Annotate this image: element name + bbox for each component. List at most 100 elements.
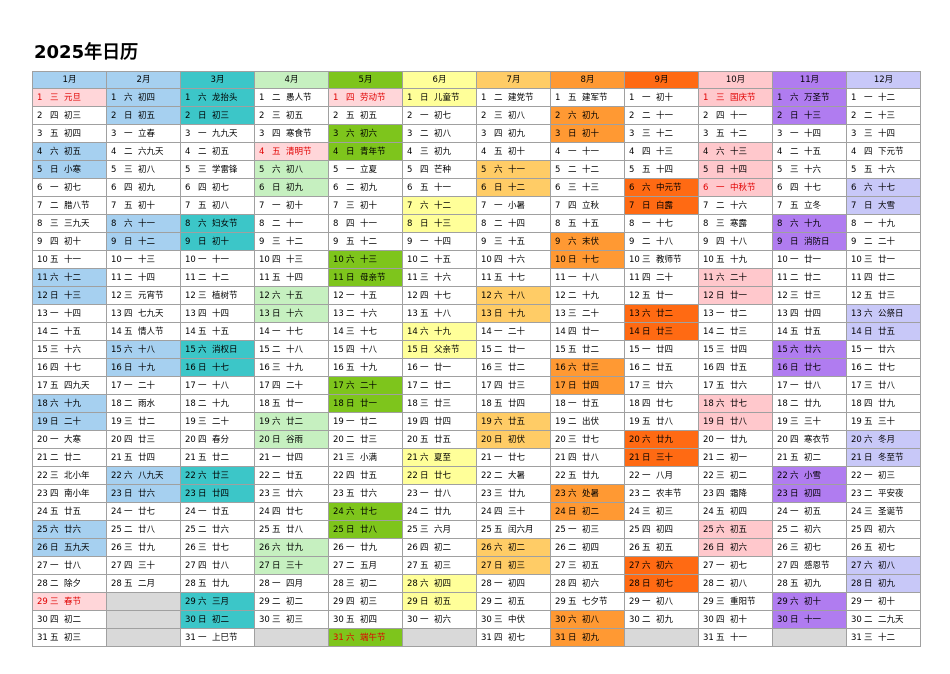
day-cell: 22 六八九天: [106, 466, 181, 485]
day-number: 17: [37, 380, 48, 391]
lunar-or-festival: 植树节: [212, 290, 238, 301]
day-number: 23: [185, 488, 196, 499]
day-number: 23: [407, 488, 418, 499]
day-cell: 6 三十三: [550, 178, 625, 197]
weekday: 日: [198, 362, 207, 373]
day-cell: 9 二二十: [846, 232, 921, 251]
weekday: 二: [494, 470, 503, 481]
day-cell: 17 五四九天: [32, 376, 107, 395]
day-number: 7: [111, 200, 117, 211]
day-cell: 27 四三十: [106, 556, 181, 575]
day-cell: 26 五初五: [624, 538, 699, 557]
day-number: 27: [777, 560, 788, 571]
day-cell: 9 日初十: [180, 232, 255, 251]
day-number: 11: [555, 272, 566, 283]
lunar-or-festival: 初十: [286, 200, 304, 211]
day-number: 5: [37, 164, 43, 175]
weekday: 三: [420, 398, 429, 409]
lunar-or-festival: 冬至节: [878, 452, 904, 463]
weekday: 二: [420, 128, 429, 139]
day-number: 6: [703, 182, 709, 193]
day-cell: 25 六初五: [698, 520, 773, 539]
lunar-or-festival: 十八: [730, 236, 748, 247]
lunar-or-festival: 十二: [64, 272, 82, 283]
lunar-or-festival: 初十: [804, 596, 822, 607]
weekday: 一: [716, 182, 725, 193]
lunar-or-festival: 消防日: [804, 236, 830, 247]
day-cell: 27 六初六: [624, 556, 699, 575]
weekday: 四: [420, 542, 429, 553]
day-number: 1: [185, 92, 191, 103]
day-number: 7: [259, 200, 265, 211]
weekday: 五: [568, 218, 577, 229]
weekday: 三: [568, 308, 577, 319]
day-row: 17 五四九天 17 一二十 17 一十八 17 四二十 17 六二十 17 二廿二 17 四廿三 17 日廿…: [32, 376, 921, 395]
lunar-or-festival: 十一: [434, 182, 452, 193]
day-number: 5: [185, 164, 191, 175]
month-header: 1月: [32, 71, 107, 89]
lunar-or-festival: 廿六: [360, 488, 378, 499]
lunar-or-festival: 初八: [138, 164, 156, 175]
lunar-or-festival: 立冬: [804, 200, 822, 211]
lunar-or-festival: 十三: [656, 146, 674, 157]
day-number: 4: [185, 146, 191, 157]
day-number: 4: [407, 146, 413, 157]
day-number: 12: [185, 290, 196, 301]
day-cell: 9 六末伏: [550, 232, 625, 251]
lunar-or-festival: 中伏: [508, 614, 526, 625]
day-number: 8: [333, 218, 339, 229]
weekday: 三: [642, 380, 651, 391]
lunar-or-festival: 七夕节: [582, 596, 608, 607]
lunar-or-festival: 元宵节: [138, 290, 164, 301]
day-number: 3: [333, 128, 339, 139]
day-row: 7 二腊八节 7 五初十 7 五初八 7 一初十 7 三初十 7 六十二 7 一小暑 7 四立秋 7 日白露 7 二十…: [32, 196, 921, 215]
day-cell: 4 六初五: [32, 142, 107, 161]
day-cell: 27 日初三: [476, 556, 551, 575]
lunar-or-festival: 十四: [64, 308, 82, 319]
day-cell: 27 六初八: [846, 556, 921, 575]
lunar-or-festival: 初九: [878, 578, 896, 589]
weekday: 三: [272, 488, 281, 499]
day-cell: 24 日初二: [550, 502, 625, 521]
day-cell: 30 三中伏: [476, 610, 551, 629]
lunar-or-festival: 端午节: [360, 632, 386, 643]
day-row: 6 一初七 6 四初九 6 四初七 6 日初九 6 二初九 6 五十一 6 日十二 6 三十三 6 六中元节 6 一中…: [32, 178, 921, 197]
lunar-or-festival: 十一: [286, 218, 304, 229]
weekday: 五: [494, 398, 503, 409]
day-number: 19: [333, 416, 344, 427]
weekday: 四: [346, 344, 355, 355]
day-number: 29: [555, 596, 566, 607]
day-cell: 2 六初九: [550, 106, 625, 125]
day-cell: 10 日十七: [550, 250, 625, 269]
day-cell: 28 二除夕: [32, 574, 107, 593]
lunar-or-festival: 十八: [434, 308, 452, 319]
day-cell: 1 一初十: [624, 88, 699, 107]
weekday: 日: [568, 506, 577, 517]
lunar-or-festival: 初二: [360, 578, 378, 589]
lunar-or-festival: 廿五: [730, 362, 748, 373]
day-number: 12: [407, 290, 418, 301]
lunar-or-festival: 初二: [434, 542, 452, 553]
weekday: 六: [272, 416, 281, 427]
day-number: 6: [629, 182, 635, 193]
day-cell: 8 三三九天: [32, 214, 107, 233]
day-cell: 13 六公祭日: [846, 304, 921, 323]
lunar-or-festival: 三十: [286, 560, 304, 571]
weekday: 五: [642, 416, 651, 427]
weekday: 五: [420, 434, 429, 445]
weekday: 日: [568, 128, 577, 139]
day-cell: 30 六初八: [550, 610, 625, 629]
day-cell: 7 五立冬: [772, 196, 847, 215]
day-number: 27: [555, 560, 566, 571]
day-cell: 16 二廿五: [624, 358, 699, 377]
weekday: 四: [642, 272, 651, 283]
day-row: 12 日十三 12 三元宵节 12 三植树节 12 六十五 12 一十五 12 四十七 12 六十八 12 二…: [32, 286, 921, 305]
day-number: 26: [629, 542, 640, 553]
lunar-or-festival: 儿童节: [434, 92, 460, 103]
day-cell: 9 五十二: [328, 232, 403, 251]
day-cell: 26 二初四: [550, 538, 625, 557]
weekday: 日: [420, 596, 429, 607]
weekday: 日: [198, 488, 207, 499]
day-cell: 13 四廿四: [772, 304, 847, 323]
lunar-or-festival: 廿七: [804, 362, 822, 373]
